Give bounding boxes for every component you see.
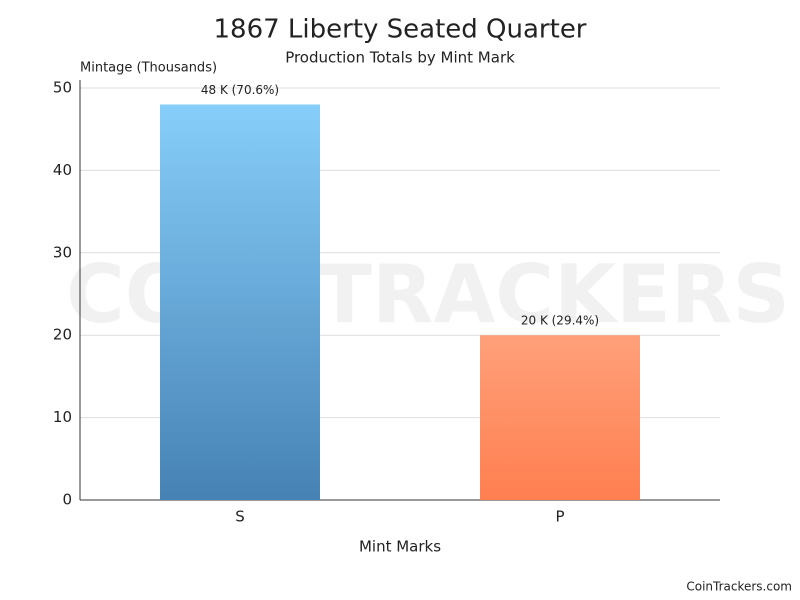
footer: CoinTrackers.com	[686, 580, 792, 594]
y-axis-label: Mintage (Thousands)	[80, 61, 217, 76]
y-tick-label: 20	[53, 326, 72, 344]
data-label: 20 K (29.4%)	[521, 314, 599, 328]
y-tick-label: 50	[53, 79, 72, 97]
x-tick-label: P	[555, 508, 564, 526]
y-tick-label: 0	[62, 491, 72, 509]
chart-title: 1867 Liberty Seated Quarter	[213, 15, 586, 45]
x-axis-label: Mint Marks	[359, 538, 441, 556]
y-tick-label: 30	[53, 243, 72, 261]
bar	[480, 335, 640, 500]
y-tick-label: 10	[53, 408, 72, 426]
data-label: 48 K (70.6%)	[201, 83, 279, 97]
x-tick-label: S	[235, 508, 245, 526]
bar	[160, 104, 320, 500]
chart-subtitle: Production Totals by Mint Mark	[285, 49, 515, 67]
y-tick-label: 40	[53, 161, 72, 179]
